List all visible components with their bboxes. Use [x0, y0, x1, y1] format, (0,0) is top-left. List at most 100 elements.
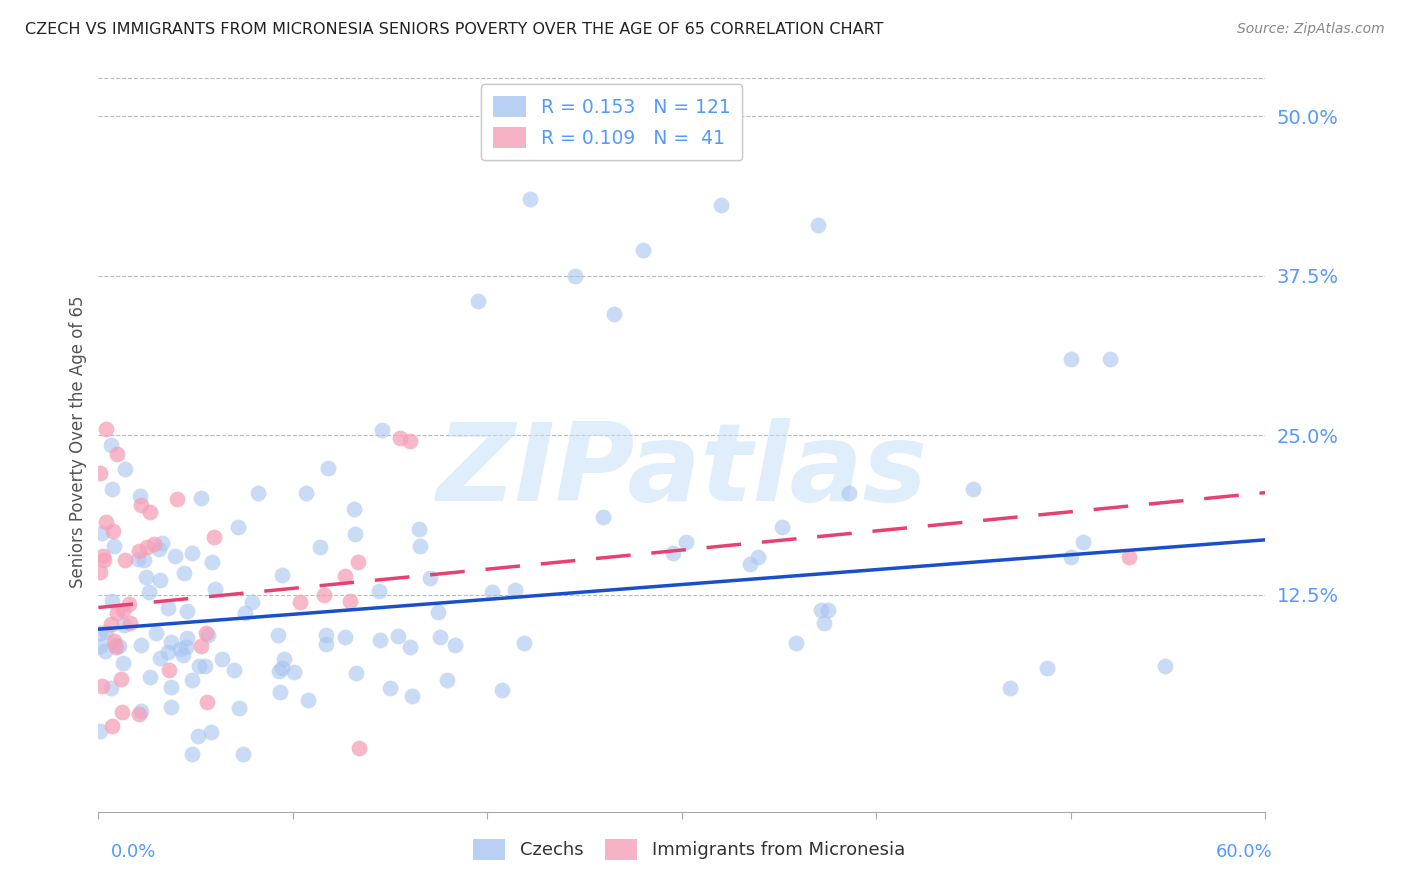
- Point: [100, 438, 122, 452]
- Point: [419, 571, 441, 585]
- Point: [1154, 659, 1177, 673]
- Point: [339, 594, 361, 608]
- Point: [100, 681, 122, 695]
- Point: [270, 661, 292, 675]
- Point: [211, 651, 233, 665]
- Point: [481, 585, 503, 599]
- Point: [398, 434, 420, 448]
- Text: ZIPatlas: ZIPatlas: [436, 418, 928, 524]
- Point: [436, 673, 458, 687]
- Point: [94, 515, 117, 529]
- Point: [195, 626, 218, 640]
- Point: [267, 628, 290, 642]
- Point: [315, 637, 337, 651]
- Point: [343, 501, 366, 516]
- Point: [194, 659, 217, 673]
- Point: [228, 520, 250, 534]
- Point: [112, 603, 135, 617]
- Legend: Czechs, Immigrants from Micronesia: Czechs, Immigrants from Micronesia: [465, 831, 912, 867]
- Point: [135, 570, 157, 584]
- Text: Source: ZipAtlas.com: Source: ZipAtlas.com: [1237, 22, 1385, 37]
- Point: [467, 294, 489, 309]
- Point: [429, 630, 451, 644]
- Point: [347, 555, 370, 569]
- Point: [519, 192, 541, 206]
- Text: 0.0%: 0.0%: [111, 843, 156, 861]
- Point: [710, 198, 733, 212]
- Point: [94, 644, 117, 658]
- Point: [195, 695, 218, 709]
- Point: [190, 640, 212, 654]
- Point: [101, 719, 124, 733]
- Point: [128, 543, 150, 558]
- Point: [145, 626, 167, 640]
- Point: [269, 685, 291, 699]
- Point: [107, 447, 129, 461]
- Point: [444, 638, 467, 652]
- Point: [160, 680, 183, 694]
- Point: [157, 645, 180, 659]
- Point: [176, 604, 198, 618]
- Point: [93, 553, 115, 567]
- Point: [190, 491, 212, 506]
- Point: [813, 616, 835, 631]
- Point: [129, 499, 152, 513]
- Point: [270, 568, 292, 582]
- Point: [1071, 534, 1094, 549]
- Point: [408, 522, 430, 536]
- Point: [138, 585, 160, 599]
- Point: [785, 636, 807, 650]
- Point: [111, 656, 134, 670]
- Point: [387, 629, 409, 643]
- Point: [200, 724, 222, 739]
- Point: [89, 565, 111, 579]
- Point: [308, 540, 330, 554]
- Point: [197, 628, 219, 642]
- Point: [143, 536, 166, 550]
- Point: [200, 555, 222, 569]
- Point: [1060, 351, 1083, 366]
- Point: [103, 524, 125, 538]
- Point: [107, 639, 129, 653]
- Point: [232, 747, 254, 762]
- Point: [118, 597, 141, 611]
- Point: [409, 539, 432, 553]
- Point: [675, 535, 697, 549]
- Point: [94, 624, 117, 639]
- Point: [316, 461, 339, 475]
- Point: [204, 582, 226, 596]
- Point: [344, 666, 367, 681]
- Point: [136, 540, 159, 554]
- Point: [513, 636, 536, 650]
- Point: [131, 639, 153, 653]
- Point: [246, 486, 269, 500]
- Point: [112, 618, 135, 632]
- Point: [89, 639, 111, 653]
- Point: [662, 546, 685, 560]
- Point: [267, 664, 290, 678]
- Point: [564, 268, 586, 283]
- Point: [998, 681, 1021, 695]
- Legend: R = 0.153   N = 121, R = 0.109   N =  41: R = 0.153 N = 121, R = 0.109 N = 41: [481, 85, 742, 160]
- Point: [111, 705, 134, 719]
- Point: [149, 651, 172, 665]
- Point: [962, 482, 984, 496]
- Point: [93, 549, 115, 564]
- Point: [89, 625, 111, 640]
- Point: [740, 557, 762, 571]
- Point: [110, 672, 132, 686]
- Point: [273, 652, 295, 666]
- Point: [295, 485, 318, 500]
- Point: [631, 243, 654, 257]
- Point: [169, 642, 191, 657]
- Point: [173, 566, 195, 580]
- Point: [127, 552, 149, 566]
- Point: [172, 648, 194, 662]
- Point: [344, 527, 367, 541]
- Point: [187, 659, 209, 673]
- Point: [1036, 661, 1059, 675]
- Point: [838, 486, 860, 500]
- Point: [367, 584, 389, 599]
- Point: [100, 617, 122, 632]
- Point: [312, 587, 335, 601]
